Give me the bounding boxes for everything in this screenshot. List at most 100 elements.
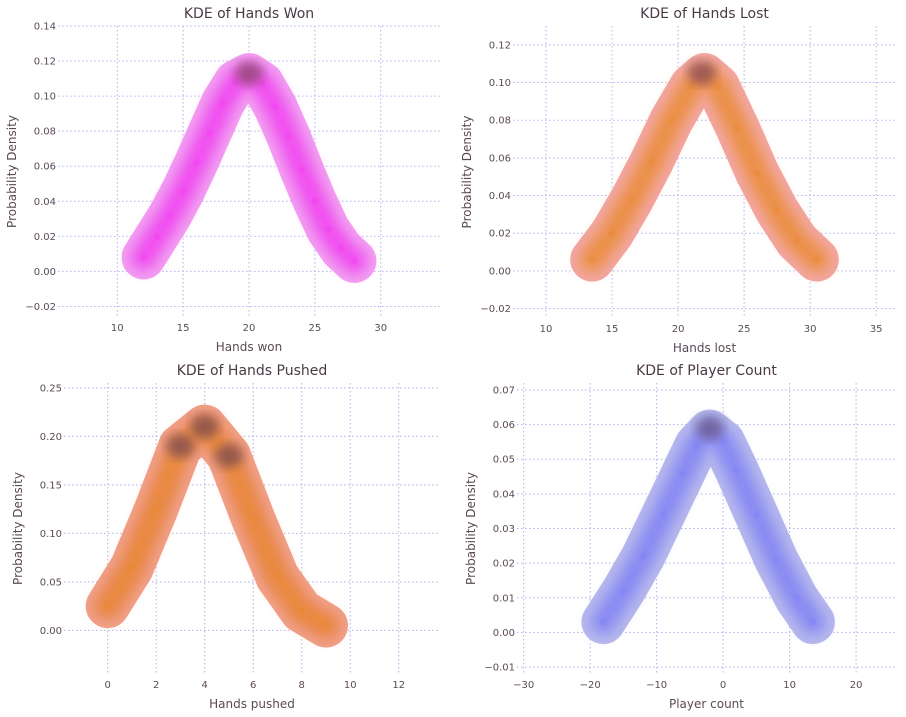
kde-hands-lost-point [687,82,695,90]
y-tick-label: 0.07 [493,385,515,396]
y-tick-label: 0.15 [40,480,62,491]
kde-hands-pushed-point [249,515,257,523]
x-tick-label: 10 [540,324,553,335]
kde-hands-pushed-point [152,505,160,513]
kde-hands-won-density [121,53,377,283]
kde-player-count-point [772,556,780,564]
kde-hands-pushed-title: KDE of Hands Pushed [177,363,328,379]
y-tick-label: 0.01 [493,593,515,604]
kde-hands-lost-ylabel: Probability Density [460,116,474,229]
kde-player-count-point [809,618,817,626]
kde-hands-pushed-band-core [99,418,334,634]
x-tick-label: 30 [804,324,817,335]
kde-hands-lost-xlabel: Hands lost [673,341,737,355]
y-tick-label: 0.08 [34,127,56,138]
kde-hands-won-point [166,211,174,219]
y-tick-label: 0.02 [493,559,515,570]
kde-player-count-point [679,469,687,477]
kde-hands-lost-title: KDE of Hands Lost [640,6,769,22]
x-tick-label: 20 [243,323,256,334]
kde-hands-lost-peak [687,61,716,86]
kde-hands-lost-point [667,116,675,124]
kde-player-count-point [719,438,727,446]
x-tick-label: 0 [720,680,726,691]
kde-player-count-density [581,409,835,644]
y-tick-label: 0.12 [489,40,511,51]
y-tick-label: 0.00 [34,267,56,278]
kde-hands-won-peak [235,61,263,86]
x-tick-label: 10 [783,680,796,691]
y-tick-label: 0.06 [493,420,515,431]
kde-hands-won-point [324,225,332,233]
kde-hands-lost-point [813,256,821,264]
y-tick-label: 0.20 [40,432,62,443]
kde-hands-lost-point [793,237,801,245]
kde-hands-lost-density [570,53,839,282]
y-tick-label: 0.10 [489,78,511,89]
kde-player-count-point [693,441,701,449]
kde-player-count-point [619,587,627,595]
kde-hands-lost-point [608,229,616,237]
kde-player-count-title: KDE of Player Count [636,363,777,379]
x-tick-label: 8 [299,680,305,691]
kde-hands-won-point [350,257,358,265]
kde-hands-lost-point [734,124,742,132]
kde-hands-lost-panel: 10 15 20 25 30 35 −0.02 0.00 0.02 0.04 0.06 0.08 0.1… [460,6,896,355]
y-tick-label: 0.06 [489,153,511,164]
y-tick-label: −0.02 [25,302,56,313]
kde-hands-won-point [205,129,213,137]
x-tick-label: 10 [344,680,357,691]
y-tick-label: 0.00 [489,266,511,277]
kde-hands-pushed-peak [214,443,243,468]
y-tick-label: 0.12 [34,57,56,68]
x-tick-label: −20 [580,680,601,691]
kde-hands-won-panel: 10 15 20 25 30 −0.02 0.00 0.02 0.04 0.06 0.08 0.10 0… [5,6,440,354]
kde-hands-lost-point [773,207,781,215]
x-tick-label: 12 [392,680,405,691]
kde-hands-won-ylabel: Probability Density [5,115,19,228]
y-tick-label: 0.10 [40,529,62,540]
kde-hands-lost-point [588,256,596,264]
kde-hands-pushed-density [85,404,348,648]
x-tick-label: −30 [513,680,534,691]
y-tick-label: 0.04 [34,197,56,208]
x-tick-label: 35 [870,324,883,335]
y-tick-label: 0.03 [493,524,515,535]
kde-player-count-point [599,618,607,626]
x-tick-label: 30 [374,323,387,334]
y-tick-label: −0.01 [484,663,515,674]
kde-player-count-ylabel: Probability Density [464,472,478,585]
kde-hands-pushed-point [104,602,112,610]
kde-player-count-point [792,594,800,602]
y-tick-label: 0.02 [34,232,56,243]
y-tick-label: 0.00 [40,626,62,637]
x-tick-label: 20 [672,324,685,335]
kde-hands-won-point [311,197,319,205]
kde-hands-lost-point [628,195,636,203]
kde-hands-won-point [258,80,266,88]
kde-hands-won-point [153,232,161,240]
x-tick-label: −10 [646,680,667,691]
kde-hands-pushed-panel: 0 2 4 6 8 10 12 0.00 0.05 0.10 0.15 0.20 0.25 KDE of… [11,363,440,711]
kde-player-count-point [732,466,740,474]
kde-hands-won-point [232,78,240,86]
kde-hands-pushed-point [273,573,281,581]
kde-hands-won-point [219,99,227,107]
y-tick-label: 0.14 [34,22,56,33]
y-tick-label: 0.04 [493,489,515,500]
kde-hands-pushed-xlabel: Hands pushed [209,697,295,711]
kde-hands-won-point [298,166,306,174]
kde-hands-won-point [179,187,187,195]
y-tick-label: 0.04 [489,191,511,202]
kde-hands-pushed-point [322,622,330,629]
x-tick-label: 10 [111,323,124,334]
y-tick-label: −0.02 [480,304,511,315]
kde-hands-pushed-peak [166,434,195,459]
kde-hands-lost-point [714,82,722,90]
y-tick-label: 0.10 [34,92,56,103]
y-tick-label: 0.02 [489,229,511,240]
x-tick-label: 20 [850,680,863,691]
kde-hands-pushed-ylabel: Probability Density [11,472,25,585]
kde-player-count-point [752,511,760,519]
